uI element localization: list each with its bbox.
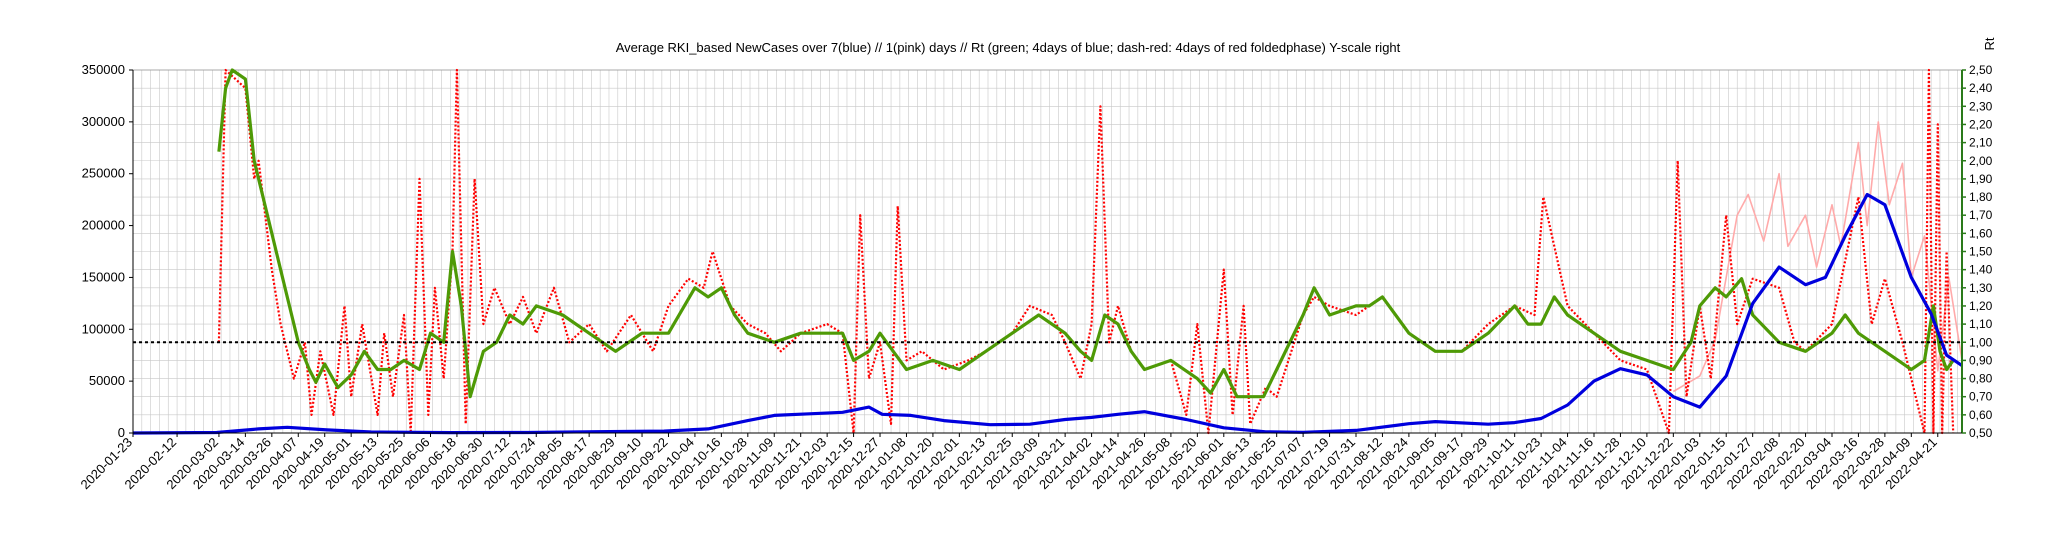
right-tick-label: 2,50 (1969, 63, 1993, 77)
right-tick-label: 2,00 (1969, 154, 1993, 168)
left-tick-label: 50000 (89, 373, 125, 388)
right-tick-label: 2,40 (1969, 81, 1993, 95)
left-tick-label: 300000 (82, 114, 125, 129)
right-axis-label: Rt (1982, 37, 1997, 50)
right-tick-label: 1,40 (1969, 263, 1993, 277)
right-tick-label: 0,60 (1969, 408, 1993, 422)
right-tick-label: 1,50 (1969, 245, 1993, 259)
pink-series-line (1672, 121, 1963, 393)
blue-series-line (132, 192, 1963, 435)
right-tick-label: 0,90 (1969, 353, 1993, 367)
right-tick-label: 2,30 (1969, 99, 1993, 113)
right-tick-label: 1,80 (1969, 190, 1993, 204)
right-tick-label: 1,20 (1969, 299, 1993, 313)
right-tick-label: 2,20 (1969, 117, 1993, 131)
left-tick-label: 0 (118, 425, 125, 440)
right-tick-label: 1,00 (1969, 335, 1993, 349)
right-tick-label: 2,10 (1969, 136, 1993, 150)
chart-title: Average RKI_based NewCases over 7(blue) … (616, 40, 1401, 55)
left-tick-label: 100000 (82, 321, 125, 336)
grid (132, 69, 1963, 434)
right-tick-label: 0,80 (1969, 372, 1993, 386)
left-tick-label: 200000 (82, 218, 125, 233)
right-tick-label: 0,70 (1969, 390, 1993, 404)
axes: 0 50000 100000 150000 200000 250000 300000 3500… (77, 62, 1992, 492)
left-tick-label: 150000 (82, 269, 125, 284)
green-rt-series-line (217, 68, 1955, 399)
right-tick-label: 1,70 (1969, 208, 1993, 222)
left-tick-label: 250000 (82, 166, 125, 181)
right-tick-label: 1,60 (1969, 226, 1993, 240)
right-tick-label: 0,50 (1969, 426, 1993, 440)
right-tick-label: 1,30 (1969, 281, 1993, 295)
right-tick-label: 1,90 (1969, 172, 1993, 186)
left-tick-label: 350000 (82, 62, 125, 77)
right-tick-label: 1,10 (1969, 317, 1993, 331)
plot-area (132, 68, 1963, 435)
